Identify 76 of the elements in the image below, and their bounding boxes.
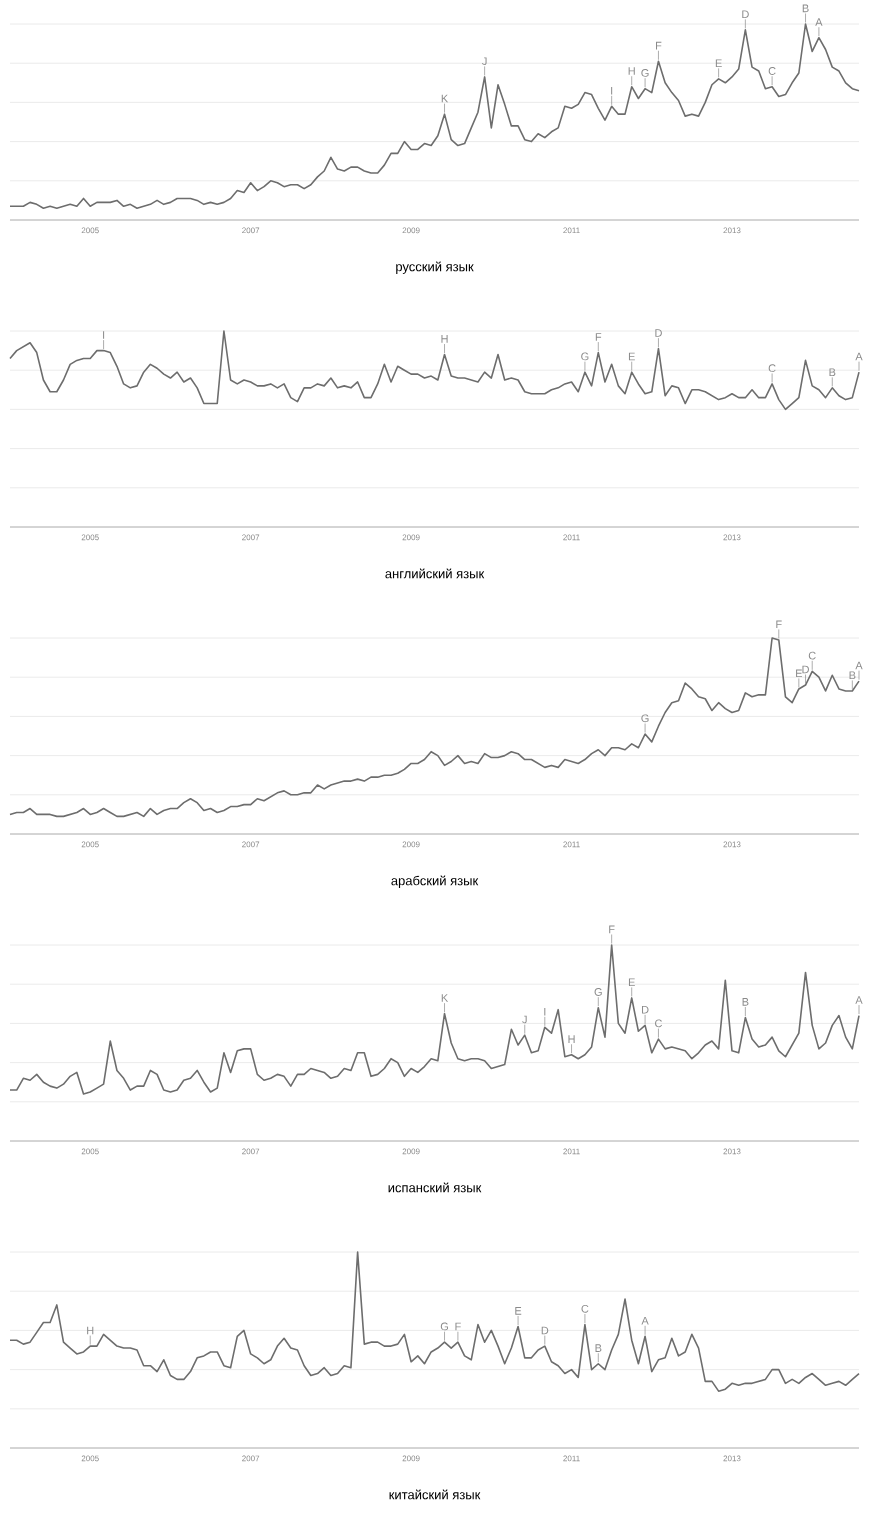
annotation: B [802, 4, 809, 13]
annotation: K [441, 994, 449, 1002]
annotation: D [541, 1326, 549, 1335]
x-tick-label: 2005 [81, 227, 99, 234]
x-tick-label: 2011 [563, 534, 580, 541]
x-tick-label: 2009 [402, 534, 420, 541]
x-tick-label: 2011 [563, 1148, 580, 1155]
annotation: G [594, 988, 602, 996]
annotation: H [628, 67, 635, 75]
x-tick-label: 2011 [563, 227, 580, 234]
x-tick-label: 2009 [402, 1148, 420, 1155]
annotation: D [655, 329, 662, 337]
x-tick-label: 2011 [563, 841, 580, 848]
annotation: F [776, 620, 782, 629]
annotation: B [829, 368, 836, 376]
annotation: E [715, 59, 722, 68]
text: испанский язык [388, 1182, 482, 1193]
x-tick-label: 2009 [402, 1455, 420, 1462]
x-tick-label: 2013 [723, 1455, 741, 1462]
x-tick-label: 2007 [242, 1148, 260, 1155]
x-tick-label: 2007 [242, 1455, 260, 1462]
annotation: C [808, 651, 816, 660]
annotation: H [441, 335, 448, 343]
annotation: K [441, 94, 449, 103]
annotation: D [642, 1005, 649, 1014]
annotation: H [568, 1035, 575, 1043]
annotation: F [656, 41, 662, 50]
annotation: B [742, 998, 749, 1006]
annotation: D [802, 665, 809, 674]
annotation: A [641, 1316, 649, 1325]
annotation: A [815, 18, 823, 26]
x-tick-label: 2013 [723, 841, 741, 848]
text: арабский язык [391, 875, 479, 888]
annotation: E [515, 1307, 522, 1315]
x-tick-label: 2011 [563, 1455, 580, 1462]
annotation: G [641, 69, 649, 77]
annotation: F [609, 925, 615, 934]
annotation: G [581, 352, 589, 361]
x-tick-label: 2005 [81, 1455, 99, 1462]
x-tick-label: 2013 [723, 534, 741, 541]
x-tick-label: 2005 [81, 841, 99, 848]
annotation: D [742, 10, 749, 19]
annotation: E [796, 669, 803, 678]
x-tick-label: 2007 [242, 534, 260, 541]
annotation: I [611, 86, 613, 95]
annotation: E [628, 352, 635, 361]
text: русский язык [396, 261, 474, 274]
annotation: G [440, 1322, 448, 1331]
annotation: G [641, 714, 649, 723]
annotation: A [855, 352, 863, 361]
annotation: B [849, 671, 856, 680]
annotation: C [768, 364, 776, 373]
annotation: F [455, 1322, 461, 1331]
x-tick-label: 2005 [81, 534, 99, 541]
x-tick-label: 2005 [81, 1148, 99, 1155]
annotation: B [595, 1344, 602, 1352]
annotation: A [855, 996, 863, 1004]
annotation: F [595, 333, 602, 341]
annotation: J [482, 57, 487, 66]
annotation: E [628, 978, 635, 987]
x-tick-label: 2009 [402, 227, 420, 234]
annotation: I [544, 1007, 546, 1016]
annotation: C [655, 1019, 663, 1028]
annotation: H [87, 1326, 94, 1335]
x-tick-label: 2007 [242, 841, 260, 848]
x-tick-label: 2013 [723, 227, 741, 234]
x-tick-label: 2009 [402, 841, 420, 848]
annotation: A [855, 661, 863, 670]
annotation: C [581, 1304, 589, 1313]
annotation: I [103, 331, 105, 339]
text: английский язык [385, 568, 485, 579]
text: китайский язык [389, 1489, 481, 1500]
x-tick-label: 2013 [723, 1148, 741, 1155]
annotation: J [522, 1015, 527, 1024]
x-tick-label: 2007 [242, 227, 260, 234]
annotation: C [768, 67, 776, 75]
